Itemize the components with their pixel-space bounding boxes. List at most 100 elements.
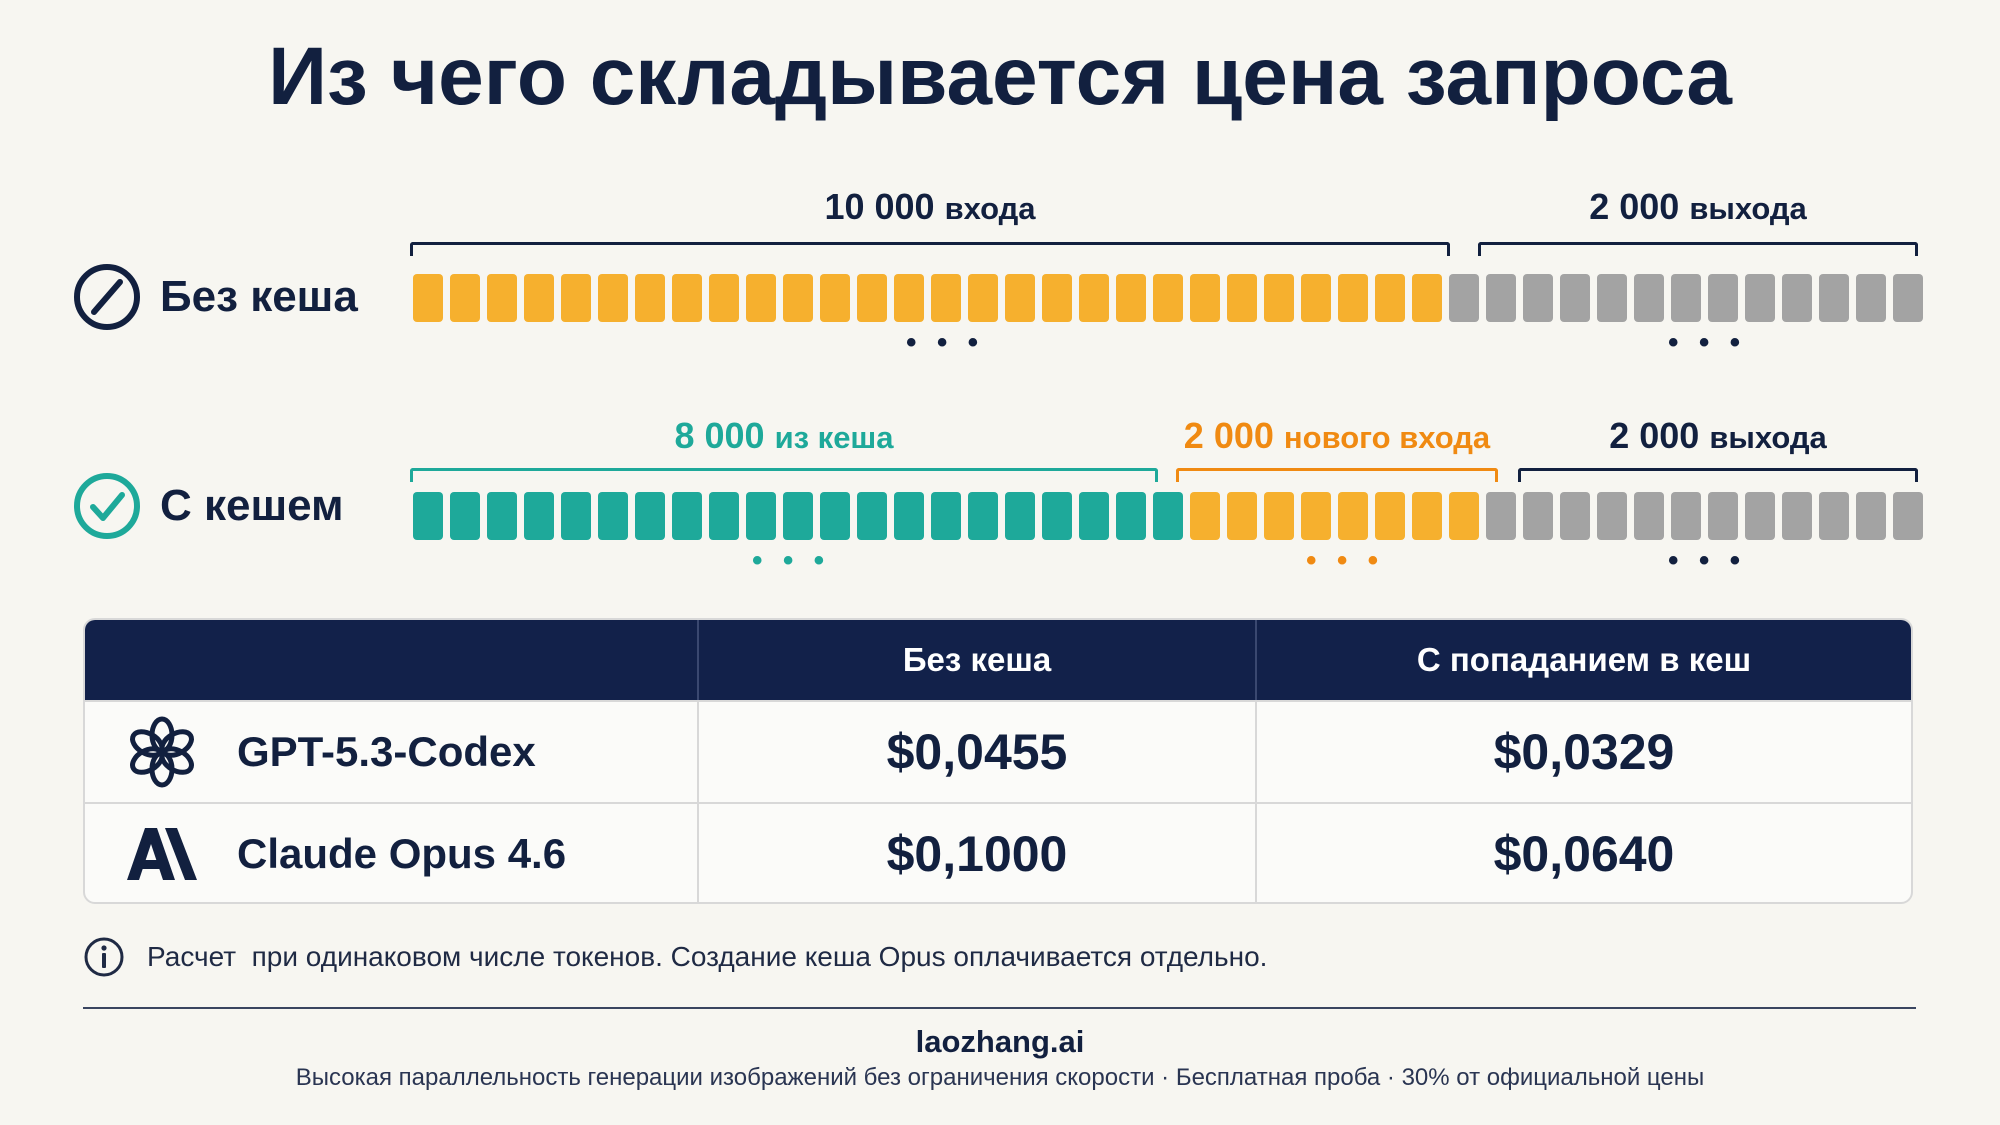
output-token — [1819, 492, 1849, 540]
no-cache-input-bracket — [410, 242, 1450, 256]
note-text: Расчет при одинаковом числе токенов. Соз… — [147, 941, 1268, 972]
page-title: Из чего складывается цена запроса — [268, 31, 1732, 122]
output-token — [1745, 492, 1775, 540]
with-cache-output-bracket — [1518, 468, 1918, 482]
input-token — [450, 274, 480, 322]
new-input-token — [1375, 492, 1405, 540]
output-token — [1671, 274, 1701, 322]
price-cache-hit: $0,0640 — [1255, 804, 1911, 902]
header-cell-cache-hit: С попаданием в кеш — [1255, 620, 1911, 700]
output-token — [1819, 274, 1849, 322]
price-no-cache: $0,0455 — [697, 702, 1255, 802]
info-icon — [84, 937, 124, 977]
cached-token — [561, 492, 591, 540]
cached-token — [931, 492, 961, 540]
input-token — [635, 274, 665, 322]
output-token — [1597, 274, 1627, 322]
table-header: Без кеша С попаданием в кеш — [85, 620, 1911, 700]
output-token — [1893, 274, 1923, 322]
brand-tagline: Высокая параллельность генерации изображ… — [295, 1064, 1705, 1091]
new-input-token — [1412, 492, 1442, 540]
input-token — [561, 274, 591, 322]
header-cell-model — [85, 620, 697, 700]
new-input-token — [1338, 492, 1368, 540]
no-cache-output-bracket — [1478, 242, 1918, 256]
output-token — [1782, 274, 1812, 322]
input-token — [968, 274, 998, 322]
cached-token — [1005, 492, 1035, 540]
footer-divider — [83, 1007, 1916, 1009]
output-token — [1856, 274, 1886, 322]
output-token — [1486, 492, 1516, 540]
input-token — [1301, 274, 1331, 322]
output-token — [1560, 492, 1590, 540]
cached-token — [1079, 492, 1109, 540]
input-token — [709, 274, 739, 322]
anthropic-logo-icon — [127, 828, 197, 880]
input-token — [894, 274, 924, 322]
cached-token — [413, 492, 443, 540]
new-input-label: 2 000 нового входа — [1183, 415, 1491, 456]
input-token — [1264, 274, 1294, 322]
brand-name: laozhang.ai — [915, 1024, 1085, 1059]
new-input-token — [1264, 492, 1294, 540]
cached-input-label: 8 000 из кеша — [674, 415, 894, 456]
table-row: Claude Opus 4.6 $0,1000 $0,0640 — [85, 802, 1911, 902]
openai-logo-icon — [130, 716, 194, 788]
input-token — [1005, 274, 1035, 322]
input-token — [1079, 274, 1109, 322]
output-token — [1486, 274, 1516, 322]
input-token — [1190, 274, 1220, 322]
no-cache-output-label: 2 000 выхода — [1589, 186, 1807, 227]
new-input-bracket — [1176, 468, 1498, 482]
cached-token — [820, 492, 850, 540]
cached-token — [598, 492, 628, 540]
price-no-cache: $0,1000 — [697, 804, 1255, 902]
input-token — [413, 274, 443, 322]
cached-token — [746, 492, 776, 540]
with-cache-label: С кешем — [160, 481, 344, 530]
input-token — [746, 274, 776, 322]
output-token — [1708, 274, 1738, 322]
cached-token — [968, 492, 998, 540]
cached-input-bracket — [410, 468, 1158, 482]
output-token — [1856, 492, 1886, 540]
model-name: GPT-5.3-Codex — [237, 728, 536, 775]
cached-token — [524, 492, 554, 540]
input-token — [1153, 274, 1183, 322]
cached-token — [487, 492, 517, 540]
output-token — [1597, 492, 1627, 540]
output-token — [1560, 274, 1590, 322]
with-cache-output-label: 2 000 выхода — [1609, 415, 1827, 456]
input-token — [598, 274, 628, 322]
input-token — [672, 274, 702, 322]
cached-token — [450, 492, 480, 540]
input-token — [857, 274, 887, 322]
input-token — [1227, 274, 1257, 322]
cached-token — [894, 492, 924, 540]
output-token — [1523, 274, 1553, 322]
new-input-token — [1301, 492, 1331, 540]
model-cell: Claude Opus 4.6 — [85, 804, 697, 902]
price-table: Без кеша С попаданием в кеш GPT-5.3-Code… — [83, 618, 1913, 904]
input-token — [524, 274, 554, 322]
cached-ellipsis: • • • — [752, 544, 831, 577]
with-cache-row-label: С кешем — [72, 471, 344, 541]
output-token — [1634, 492, 1664, 540]
input-token — [1042, 274, 1072, 322]
with-cache-output-ellipsis: • • • — [1668, 544, 1747, 577]
no-cache-output-ellipsis: • • • — [1668, 326, 1747, 359]
cached-token — [1042, 492, 1072, 540]
output-token — [1449, 274, 1479, 322]
input-token — [820, 274, 850, 322]
output-token — [1708, 492, 1738, 540]
input-token — [783, 274, 813, 322]
input-token — [1116, 274, 1146, 322]
output-token — [1523, 492, 1553, 540]
new-input-token — [1449, 492, 1479, 540]
output-token — [1671, 492, 1701, 540]
cached-token — [709, 492, 739, 540]
new-input-token — [1227, 492, 1257, 540]
cached-token — [1153, 492, 1183, 540]
new-input-token — [1190, 492, 1220, 540]
